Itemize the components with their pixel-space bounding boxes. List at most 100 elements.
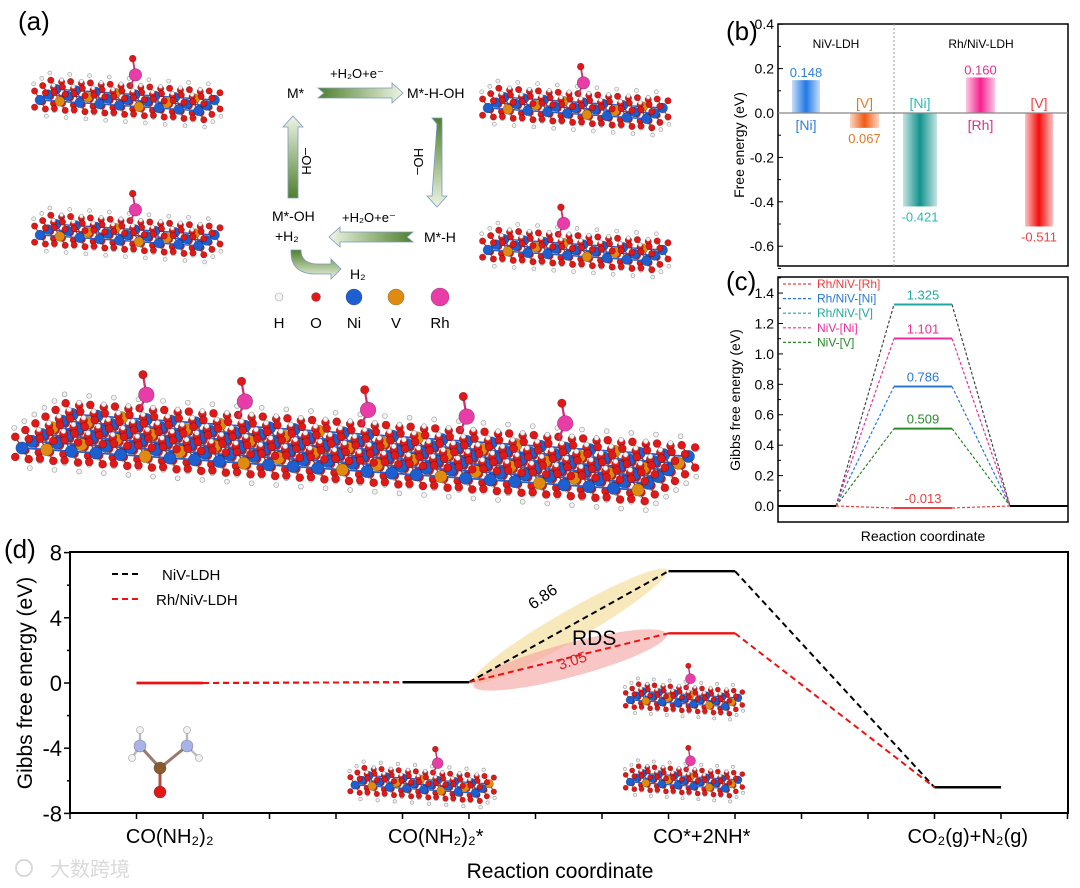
hydrogen-atom bbox=[578, 463, 584, 470]
oxygen-atom bbox=[90, 415, 100, 425]
hydrogen-atom bbox=[583, 441, 590, 448]
hydrogen-atom bbox=[586, 90, 592, 96]
nickel-atom bbox=[261, 458, 275, 472]
hydrogen-atom bbox=[519, 234, 524, 239]
oxygen-atom bbox=[566, 491, 576, 501]
oxygen-atom bbox=[208, 110, 216, 118]
hydrogen-atom bbox=[86, 393, 92, 399]
oxygen-atom bbox=[637, 248, 645, 256]
hydrogen-atom bbox=[734, 713, 739, 718]
bar-value-label: 0.160 bbox=[964, 62, 997, 77]
nickel-atom bbox=[212, 454, 226, 468]
hydrogen-atom bbox=[332, 409, 339, 416]
oxygen-atom bbox=[415, 778, 423, 785]
oxygen-atom bbox=[232, 467, 242, 477]
bar-site-label: [Rh] bbox=[968, 117, 994, 133]
hydrogen-atom bbox=[531, 124, 537, 130]
hydrogen-atom bbox=[626, 235, 631, 241]
hydrogen-atom bbox=[164, 413, 171, 419]
hydrogen-atom bbox=[623, 767, 627, 771]
oxygen-atom bbox=[541, 469, 551, 479]
nickel-atom bbox=[193, 105, 204, 117]
hydrogen-atom bbox=[375, 798, 380, 803]
oxygen-atom bbox=[390, 777, 398, 785]
oxygen-atom bbox=[172, 444, 181, 454]
oxygen-atom bbox=[331, 454, 340, 463]
hydrogen-atom bbox=[538, 453, 545, 460]
oxygen-atom bbox=[558, 447, 568, 457]
hydrogen-atom bbox=[551, 125, 556, 131]
hydrogen-atom bbox=[683, 480, 689, 487]
hydrogen-atom bbox=[573, 448, 580, 455]
oxygen-atom bbox=[554, 88, 562, 96]
oxygen-atom bbox=[484, 442, 494, 452]
oxygen-atom bbox=[645, 768, 651, 775]
series-line-up bbox=[835, 338, 895, 507]
oxygen-atom bbox=[654, 774, 661, 780]
rhodium-atom bbox=[685, 755, 696, 767]
oxygen-atom bbox=[459, 796, 466, 803]
hydrogen-atom bbox=[411, 430, 417, 436]
hydrogen-atom bbox=[629, 762, 634, 767]
nickel-atom bbox=[542, 106, 553, 118]
oxygen-atom bbox=[557, 398, 567, 408]
oxygen-atom bbox=[208, 466, 217, 475]
oxygen-atom bbox=[361, 434, 371, 443]
oxygen-atom bbox=[101, 109, 109, 117]
oxygen-atom bbox=[701, 790, 708, 797]
oxygen-atom bbox=[479, 484, 488, 494]
oxygen-atom bbox=[569, 260, 577, 268]
oxygen-atom bbox=[196, 446, 206, 456]
hydrogen-atom bbox=[302, 430, 309, 436]
nickel-atom bbox=[173, 104, 184, 115]
hydrogen-atom bbox=[143, 120, 148, 126]
legend-label: Rh/NiV-[Rh] bbox=[817, 277, 880, 291]
oxygen-atom bbox=[149, 412, 159, 421]
arrow-right-icon bbox=[316, 82, 404, 104]
oxygen-atom bbox=[47, 76, 55, 84]
oxygen-atom bbox=[628, 106, 636, 114]
vanadium-atom bbox=[54, 231, 66, 242]
oxygen-atom bbox=[519, 437, 529, 447]
oxygen-atom bbox=[180, 249, 188, 257]
rhodium-atom bbox=[128, 68, 142, 82]
oxygen-atom bbox=[678, 789, 685, 796]
hydrogen-atom bbox=[87, 73, 92, 78]
hydrogen-atom bbox=[56, 413, 62, 419]
hydrogen-atom bbox=[391, 443, 397, 450]
hydrogen-atom bbox=[238, 418, 245, 424]
oxygen-atom bbox=[612, 466, 622, 475]
oxygen-atom bbox=[86, 214, 94, 222]
hydrogen-atom bbox=[178, 85, 183, 91]
oxygen-atom bbox=[197, 227, 205, 235]
oxygen-atom bbox=[538, 461, 548, 470]
hydrogen-atom bbox=[128, 754, 136, 762]
oxygen-atom bbox=[607, 450, 617, 460]
oxygen-atom bbox=[481, 772, 488, 780]
oxygen-atom bbox=[55, 420, 65, 430]
hydrogen-atom bbox=[210, 119, 216, 124]
plot-frame bbox=[777, 23, 1069, 267]
oxygen-atom bbox=[415, 452, 424, 462]
oxygen-atom bbox=[105, 424, 114, 433]
state-m-star: M* bbox=[287, 85, 305, 101]
oxygen-atom bbox=[631, 786, 638, 793]
oxygen-atom bbox=[692, 689, 699, 696]
hydrogen-atom bbox=[115, 409, 122, 416]
nickel-atom bbox=[453, 787, 463, 797]
hydrogen-atom bbox=[492, 795, 497, 800]
oxygen-atom bbox=[81, 91, 89, 100]
oxygen-atom bbox=[70, 106, 78, 114]
chart-b: -0.6 -0.4 -0.2 0.0 0.2 0.4 Free energy (eV) NiV… bbox=[731, 16, 1069, 269]
oxygen-atom bbox=[651, 764, 658, 771]
oxygen-atom bbox=[98, 459, 107, 469]
oxygen-atom bbox=[588, 246, 596, 254]
oxygen-atom bbox=[622, 702, 629, 709]
nickel-atom bbox=[188, 453, 201, 467]
series-connector bbox=[468, 632, 669, 684]
oxygen-atom bbox=[714, 686, 721, 693]
oxygen-atom bbox=[81, 243, 89, 251]
oxygen-atom bbox=[90, 107, 98, 115]
oxygen-atom bbox=[168, 435, 178, 445]
oxygen-atom bbox=[361, 764, 368, 771]
